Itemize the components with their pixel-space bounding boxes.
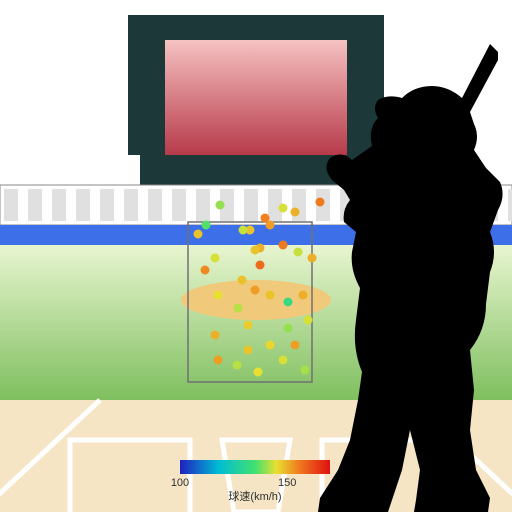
pitch-dot	[256, 261, 265, 270]
stand-rail	[4, 189, 18, 221]
stand-rail	[28, 189, 42, 221]
pitch-dot	[239, 226, 248, 235]
pitch-dot	[244, 346, 253, 355]
pitch-dot	[251, 286, 260, 295]
legend-tick: 100	[171, 477, 189, 489]
pitch-dot	[201, 266, 210, 275]
stand-rail	[508, 189, 512, 221]
pitch-dot	[233, 361, 242, 370]
pitch-dot	[279, 241, 288, 250]
pitch-dot	[211, 331, 220, 340]
pitch-dot	[284, 298, 293, 307]
pitch-dot	[216, 201, 225, 210]
stand-rail	[244, 189, 258, 221]
stand-rail	[196, 189, 210, 221]
legend-bar	[180, 460, 330, 474]
pitch-dot	[238, 276, 247, 285]
stand-rail	[100, 189, 114, 221]
stand-rail	[52, 189, 66, 221]
stand-rail	[76, 189, 90, 221]
pitch-dot	[301, 366, 310, 375]
pitch-dot	[214, 356, 223, 365]
stand-rail	[124, 189, 138, 221]
pitch-dot	[261, 214, 270, 223]
pitch-dot	[254, 368, 263, 377]
pitch-dot	[266, 341, 275, 350]
stand-rail	[148, 189, 162, 221]
pitch-dot	[299, 291, 308, 300]
pitch-dot	[211, 254, 220, 263]
pitch-dot	[244, 321, 253, 330]
legend-label: 球速(km/h)	[228, 489, 281, 503]
legend-tick: 150	[278, 477, 296, 489]
pitch-dot	[316, 198, 325, 207]
scoreboard-screen	[165, 40, 347, 155]
pitch-dot	[304, 316, 313, 325]
pitch-dot	[194, 230, 203, 239]
pitch-dot	[291, 341, 300, 350]
pitch-dot	[291, 208, 300, 217]
stand-rail	[172, 189, 186, 221]
pitch-dot	[234, 304, 243, 313]
pitch-dot	[279, 204, 288, 213]
pitch-dot	[294, 248, 303, 257]
pitch-dot	[284, 324, 293, 333]
pitch-dot	[202, 221, 211, 230]
pitch-dot	[251, 246, 260, 255]
pitch-dot	[279, 356, 288, 365]
pitch-dot	[308, 254, 317, 263]
pitch-dot	[214, 291, 223, 300]
pitch-dot	[266, 291, 275, 300]
